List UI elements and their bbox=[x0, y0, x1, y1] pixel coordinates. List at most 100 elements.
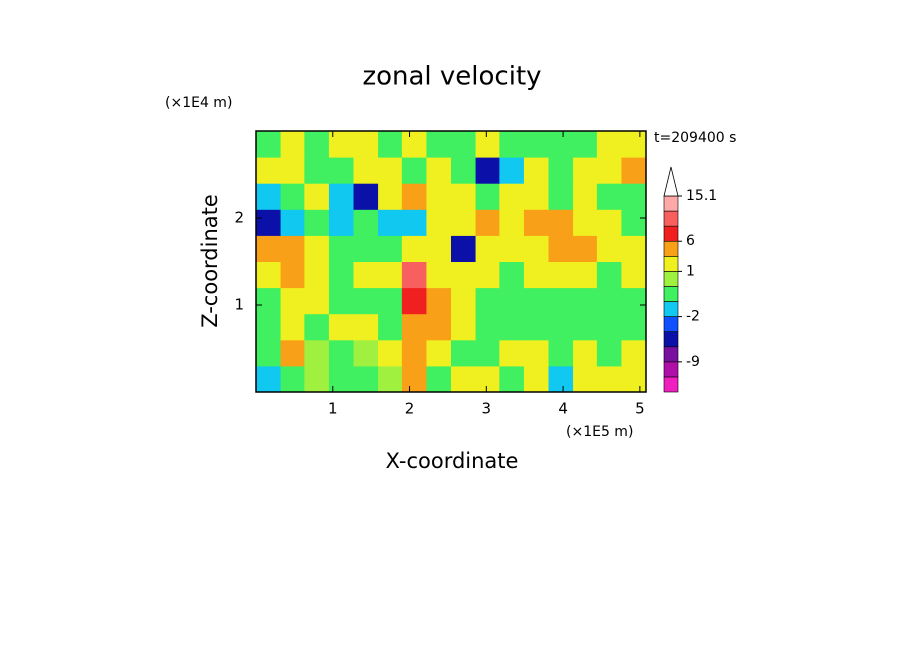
field-cell bbox=[499, 157, 525, 184]
field-cell bbox=[426, 339, 452, 367]
field-cell bbox=[401, 261, 427, 289]
field-cell bbox=[499, 287, 525, 315]
field-cell bbox=[573, 131, 599, 158]
field-cell bbox=[499, 235, 525, 262]
field-cell bbox=[256, 131, 282, 158]
colorbar-label: 15.1 bbox=[686, 188, 717, 204]
field-cell bbox=[378, 365, 404, 392]
field-cell bbox=[256, 209, 282, 236]
y-tick-label: 2 bbox=[234, 209, 244, 227]
field-cell bbox=[621, 183, 646, 210]
field-cell bbox=[573, 157, 599, 184]
field-cell bbox=[353, 209, 379, 236]
field-cell bbox=[499, 365, 525, 392]
colorbar-box bbox=[663, 271, 679, 287]
field-cell bbox=[621, 313, 646, 341]
field-cell bbox=[426, 313, 452, 341]
field-cell bbox=[596, 131, 622, 158]
chart-title: zonal velocity bbox=[362, 62, 541, 92]
field-cell bbox=[378, 209, 404, 236]
field-cell bbox=[353, 365, 379, 392]
y-multiplier: (×1E4 m) bbox=[165, 95, 232, 111]
field-cell bbox=[378, 183, 404, 210]
field-cell bbox=[451, 339, 477, 367]
field-cell bbox=[548, 287, 574, 315]
field-cell bbox=[328, 157, 354, 184]
field-cell bbox=[451, 157, 477, 184]
field-cell bbox=[401, 287, 427, 315]
field-cell bbox=[304, 209, 330, 236]
field-cell bbox=[256, 365, 282, 392]
field-cell bbox=[523, 313, 549, 341]
field-cell bbox=[328, 339, 354, 367]
field-cell bbox=[401, 209, 427, 236]
field-cell bbox=[328, 183, 354, 210]
field-cell bbox=[353, 157, 379, 184]
field-cell bbox=[353, 235, 379, 262]
field-cell bbox=[256, 157, 282, 184]
field-cell bbox=[548, 209, 574, 236]
field-cell bbox=[328, 313, 354, 341]
field-cell bbox=[573, 235, 599, 262]
field-cell bbox=[451, 313, 477, 341]
y-axis-title: Z-coordinate bbox=[198, 194, 222, 328]
field-cell bbox=[328, 235, 354, 262]
x-tick-label: 2 bbox=[405, 400, 415, 418]
field-cell bbox=[499, 209, 525, 236]
field-cell bbox=[426, 183, 452, 210]
field-cell bbox=[256, 235, 282, 262]
field-cell bbox=[304, 235, 330, 262]
colorbar-label: -2 bbox=[686, 309, 700, 325]
field-cell bbox=[548, 131, 574, 158]
field-cell bbox=[548, 313, 574, 341]
colorbar-label: 1 bbox=[686, 263, 695, 279]
field-cell bbox=[523, 209, 549, 236]
field-cell bbox=[280, 235, 306, 262]
field-cell bbox=[280, 365, 306, 392]
field-cell bbox=[451, 183, 477, 210]
field-cell bbox=[523, 261, 549, 289]
field-cell bbox=[451, 261, 477, 289]
colorbar-box bbox=[663, 210, 679, 227]
field-cell bbox=[256, 313, 282, 341]
field-cell bbox=[475, 209, 501, 236]
colorbar-over bbox=[663, 166, 679, 197]
field-cell bbox=[451, 287, 477, 315]
field-cell bbox=[548, 157, 574, 184]
field-cell bbox=[596, 157, 622, 184]
field-cell bbox=[548, 235, 574, 262]
field-cell bbox=[451, 365, 477, 392]
field-cell bbox=[378, 261, 404, 289]
field-cell bbox=[475, 365, 501, 392]
field-cell bbox=[401, 131, 427, 158]
field-cell bbox=[353, 339, 379, 367]
field-cell bbox=[401, 365, 427, 392]
field-cell bbox=[475, 183, 501, 210]
field-cell bbox=[256, 183, 282, 210]
field-cell bbox=[353, 131, 379, 158]
field-cell bbox=[353, 261, 379, 289]
field-cell bbox=[378, 313, 404, 341]
colorbar-box bbox=[663, 240, 679, 257]
field-cell bbox=[596, 209, 622, 236]
field-cell bbox=[621, 131, 646, 158]
field-cell bbox=[280, 183, 306, 210]
colorbar-box bbox=[663, 256, 679, 272]
field-cell bbox=[621, 339, 646, 367]
field-cell bbox=[304, 131, 330, 158]
field-cell bbox=[426, 235, 452, 262]
field-cell bbox=[573, 209, 599, 236]
field-cell bbox=[304, 313, 330, 341]
field-cell bbox=[548, 183, 574, 210]
field-cell bbox=[475, 313, 501, 341]
field-cell bbox=[499, 261, 525, 289]
field-cell bbox=[328, 261, 354, 289]
field-cell bbox=[573, 287, 599, 315]
field-cell bbox=[499, 339, 525, 367]
field-cell bbox=[523, 339, 549, 367]
field-cell bbox=[621, 209, 646, 236]
field-cell bbox=[621, 157, 646, 184]
field-cell bbox=[596, 287, 622, 315]
field-cell bbox=[378, 339, 404, 367]
